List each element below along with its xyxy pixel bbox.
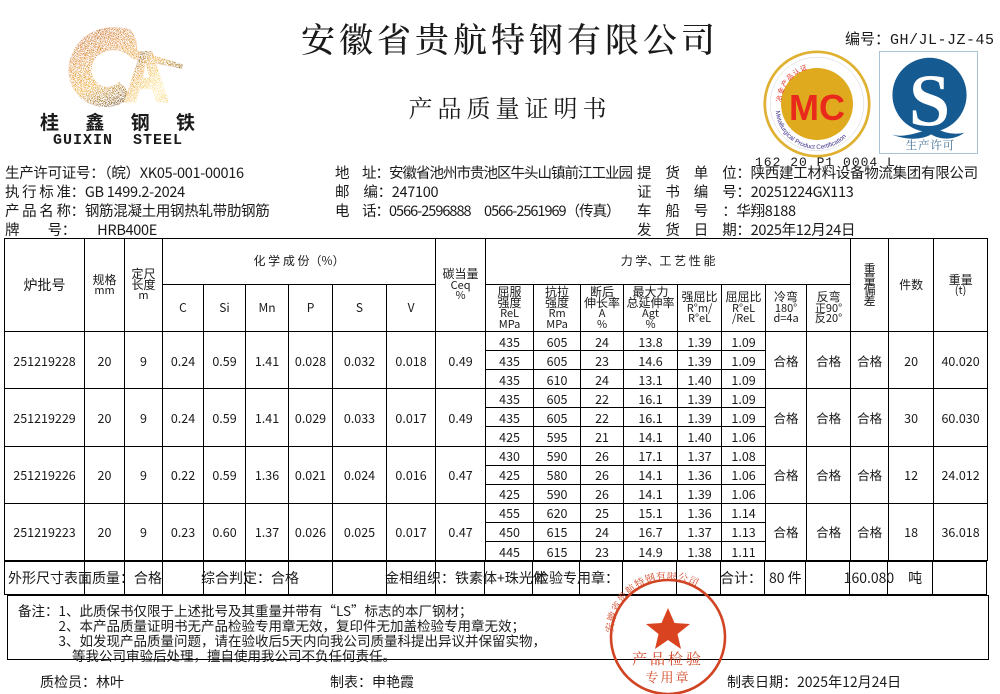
svg-text:专用章: 专用章: [645, 667, 690, 686]
svg-text:生产许可: 生产许可: [906, 137, 955, 153]
svg-text:MC: MC: [789, 87, 845, 128]
svg-text:产品检验: 产品检验: [632, 648, 704, 669]
svg-text:S: S: [909, 60, 950, 142]
